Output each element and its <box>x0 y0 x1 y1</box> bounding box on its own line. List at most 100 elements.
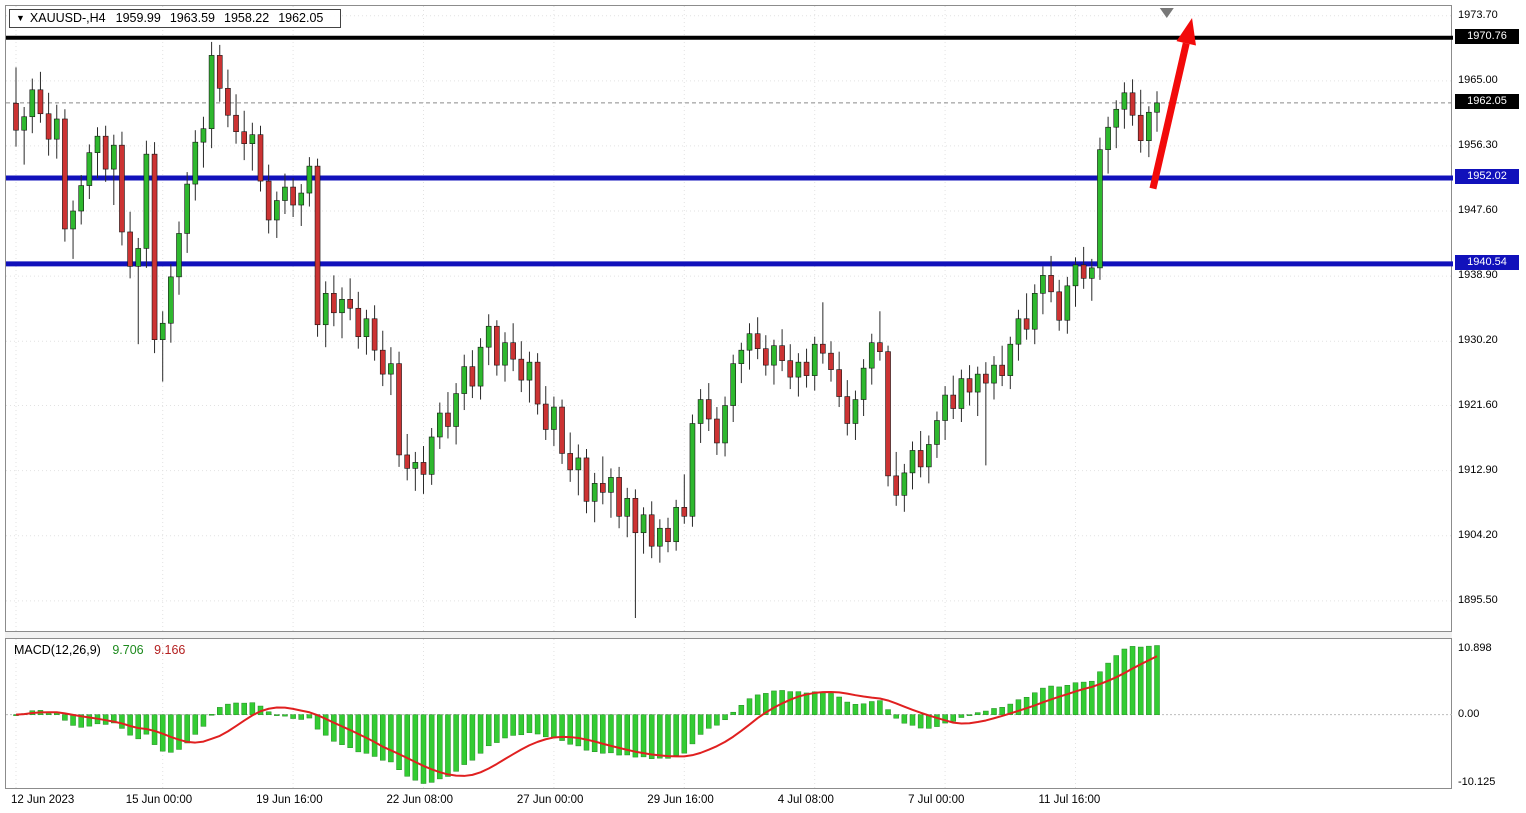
symbol-period-label: XAUUSD-,H4 <box>29 11 106 25</box>
candle <box>608 468 614 518</box>
candle <box>657 519 663 563</box>
candle <box>1031 284 1038 345</box>
price-axis[interactable]: 1973.70 1965.00 1956.30 1947.60 1938.90 1930.… <box>1455 5 1525 789</box>
candle <box>974 366 981 417</box>
candle <box>1154 91 1160 132</box>
candle <box>624 487 631 538</box>
candle <box>852 390 859 440</box>
candle <box>1105 116 1111 174</box>
candle <box>828 341 834 382</box>
candle <box>925 435 932 484</box>
candle <box>917 430 924 478</box>
macd-histogram <box>13 645 1160 784</box>
candle <box>640 507 647 554</box>
candle <box>836 351 842 408</box>
macd-label: MACD(12,26,9) 9.706 9.166 <box>14 643 185 657</box>
candle <box>1048 255 1054 303</box>
price-badge[interactable]: 1940.54 <box>1455 254 1519 270</box>
candle <box>648 501 655 559</box>
candle <box>119 131 125 246</box>
candle <box>901 463 908 512</box>
candle <box>583 448 590 514</box>
candle <box>934 411 940 458</box>
candle <box>62 109 68 242</box>
candle <box>363 309 370 355</box>
price-axis-label: 1956.30 <box>1458 138 1498 151</box>
time-axis-label: 22 Jun 08:00 <box>386 794 454 806</box>
chart-shift-marker[interactable] <box>1159 8 1174 18</box>
candle <box>754 317 761 360</box>
candle <box>233 94 239 144</box>
time-axis-label: 29 Jun 16:00 <box>647 794 714 806</box>
macd-axis-label-bottom: -10.125 <box>1458 776 1496 788</box>
candle <box>216 44 223 102</box>
candle <box>502 332 508 382</box>
main-chart-pane[interactable]: ▼ XAUUSD-,H4 1959.99 1963.59 1958.22 196… <box>5 5 1453 633</box>
candle <box>681 474 688 524</box>
candle <box>143 140 150 268</box>
price-badge[interactable]: 1952.02 <box>1455 168 1519 184</box>
time-axis[interactable]: 12 Jun 2023 15 Jun 00:00 19 Jun 16:00 22 Ju… <box>5 792 1452 810</box>
candle <box>787 344 794 390</box>
grid-layer <box>6 6 1453 633</box>
candle <box>371 305 378 361</box>
candle <box>347 278 353 321</box>
ohlc-low-value: 1958.22 <box>224 11 270 25</box>
candle <box>379 330 386 387</box>
candle <box>950 375 957 420</box>
candle <box>868 333 875 385</box>
time-axis-label: 19 Jun 16:00 <box>256 794 323 806</box>
candle <box>469 350 476 399</box>
symbol-info-box: ▼ XAUUSD-,H4 1959.99 1963.59 1958.22 196… <box>9 9 342 28</box>
one-click-trading-expander-icon[interactable]: ▼ <box>16 13 25 23</box>
candle <box>510 323 516 372</box>
candle <box>983 362 989 466</box>
candle <box>795 353 802 397</box>
price-badge[interactable]: 1962.05 <box>1455 93 1519 109</box>
candle <box>1097 137 1103 280</box>
candle <box>893 451 900 506</box>
candle <box>290 178 296 217</box>
candle <box>53 104 60 159</box>
candle <box>29 78 36 134</box>
support-resistance-lines[interactable] <box>6 35 1453 267</box>
candle <box>445 392 451 439</box>
candle <box>78 175 84 225</box>
candle <box>404 433 411 481</box>
pane-splitter[interactable] <box>5 632 1452 638</box>
candle <box>1040 266 1046 315</box>
price-axis-label: 1904.20 <box>1458 528 1498 541</box>
price-badge[interactable]: 1970.76 <box>1455 28 1519 44</box>
price-axis-label: 1930.20 <box>1458 334 1498 347</box>
macd-axis-label-top: 10.898 <box>1458 642 1492 654</box>
candle <box>1129 79 1136 126</box>
candle <box>803 348 810 388</box>
candlestick-chart[interactable] <box>6 6 1453 633</box>
candle <box>241 110 247 161</box>
candle <box>705 383 712 431</box>
price-axis-label: 1965.00 <box>1458 73 1498 86</box>
price-axis-label: 1912.90 <box>1458 463 1498 476</box>
candle <box>820 302 826 364</box>
candle <box>322 281 329 348</box>
candle <box>909 441 916 490</box>
candle <box>127 211 133 279</box>
ohlc-close-value: 1962.05 <box>278 11 324 25</box>
candle <box>477 338 484 400</box>
candle <box>779 329 785 372</box>
trend-arrow-annotation[interactable] <box>1149 17 1196 190</box>
candle <box>958 369 965 423</box>
macd-indicator-pane[interactable]: MACD(12,26,9) 9.706 9.166 <box>5 638 1453 790</box>
macd-main-value: 9.706 <box>112 643 144 657</box>
candle <box>94 127 101 179</box>
candle <box>1089 258 1095 301</box>
candle <box>225 69 231 128</box>
candle <box>45 92 52 156</box>
candle <box>1023 293 1030 340</box>
candle <box>567 432 574 482</box>
candle <box>21 107 27 165</box>
candle <box>257 125 264 192</box>
macd-chart <box>6 639 1453 790</box>
candle <box>1113 100 1120 149</box>
